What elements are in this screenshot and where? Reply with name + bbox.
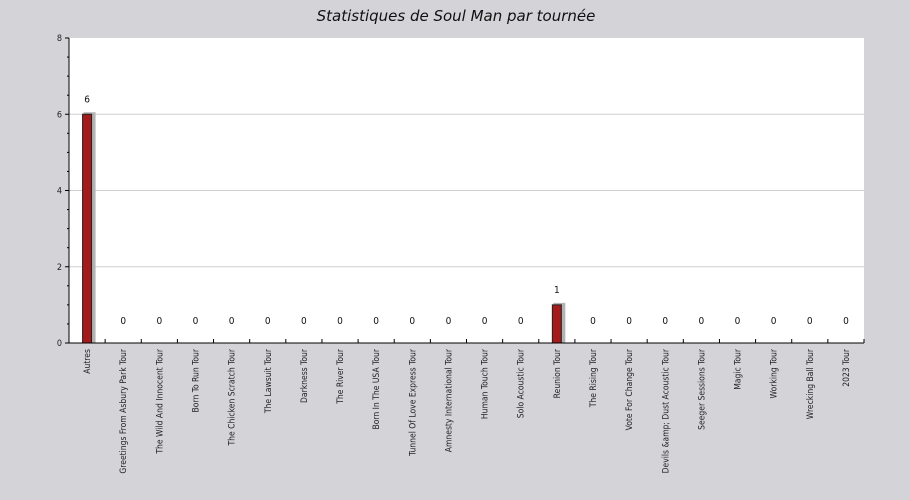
x-tick-label: Amnesty International Tour — [444, 348, 454, 452]
value-label: 0 — [771, 316, 777, 327]
value-label: 0 — [337, 316, 343, 327]
value-label: 0 — [301, 316, 307, 327]
y-axis-ticks: 0 2 4 6 8 — [57, 34, 69, 349]
x-tick-label: The River Tour — [336, 348, 346, 405]
x-tick-label: Working Tour — [770, 348, 780, 398]
x-tick-label: Vote For Change Tour — [625, 348, 635, 430]
x-tick-label: 2023 Tour — [842, 348, 852, 387]
chart-title: Statistiques de Soul Man par tournée — [317, 7, 596, 25]
x-tick-label: Wrecking Ball Tour — [806, 348, 816, 419]
value-label: 0 — [482, 316, 488, 327]
x-tick-label: The Wild And Innocent Tour — [155, 348, 165, 454]
bar — [551, 304, 562, 344]
value-label: 0 — [699, 316, 705, 327]
value-label: 6 — [84, 94, 90, 105]
x-tick-label: The Rising Tour — [589, 348, 599, 408]
x-tick-label: Born To Run Tour — [191, 348, 201, 412]
value-label: 0 — [120, 316, 126, 327]
gridlines — [69, 113, 864, 268]
y-tick-label: 8 — [57, 34, 62, 44]
value-label: 0 — [590, 316, 596, 327]
value-label: 0 — [229, 316, 235, 327]
value-label: 0 — [193, 316, 199, 327]
y-tick-label: 0 — [57, 339, 62, 349]
x-tick-label: Tunnel Of Love Express Tour — [408, 348, 418, 457]
x-tick-label: Magic Tour — [734, 348, 744, 390]
x-tick-label: Devils &amp; Dust Acoustic Tour — [661, 348, 671, 473]
value-label: 0 — [626, 316, 632, 327]
value-label: 0 — [446, 316, 452, 327]
x-tick-label: Solo Acoustic Tour — [517, 348, 527, 418]
x-tick-label: Darkness Tour — [300, 348, 310, 403]
x-tick-label: Autres — [83, 349, 93, 374]
value-label: 0 — [662, 316, 668, 327]
x-tick-label: The Lawsuit Tour — [264, 348, 274, 414]
value-label: 0 — [843, 316, 849, 327]
value-labels: 6 0 0 0 0 0 0 0 0 0 0 0 0 1 0 0 0 0 0 0 0 0 — [84, 94, 849, 327]
x-tick-label: Human Touch Tour — [481, 348, 491, 419]
value-label: 0 — [409, 316, 415, 327]
y-tick-label: 6 — [57, 110, 62, 120]
x-tick-label: Reunion Tour — [553, 348, 563, 398]
x-tick-label: The Chicken Scratch Tour — [228, 348, 238, 446]
y-tick-label: 2 — [57, 263, 62, 273]
x-tick-label: Born In The USA Tour — [372, 348, 382, 429]
x-tick-label: Seeger Sessions Tour — [697, 348, 707, 430]
value-label: 0 — [735, 316, 741, 327]
value-label: 0 — [156, 316, 162, 327]
value-label: 0 — [518, 316, 524, 327]
value-label: 1 — [554, 285, 560, 296]
x-axis-ticks: Autres Greetings From Asbury Park Tour The… — [83, 339, 865, 474]
x-tick-label: Greetings From Asbury Park Tour — [119, 348, 129, 473]
value-label: 0 — [807, 316, 813, 327]
bar — [82, 113, 93, 344]
value-label: 0 — [265, 316, 271, 327]
value-label: 0 — [373, 316, 379, 327]
y-tick-label: 4 — [57, 187, 62, 197]
